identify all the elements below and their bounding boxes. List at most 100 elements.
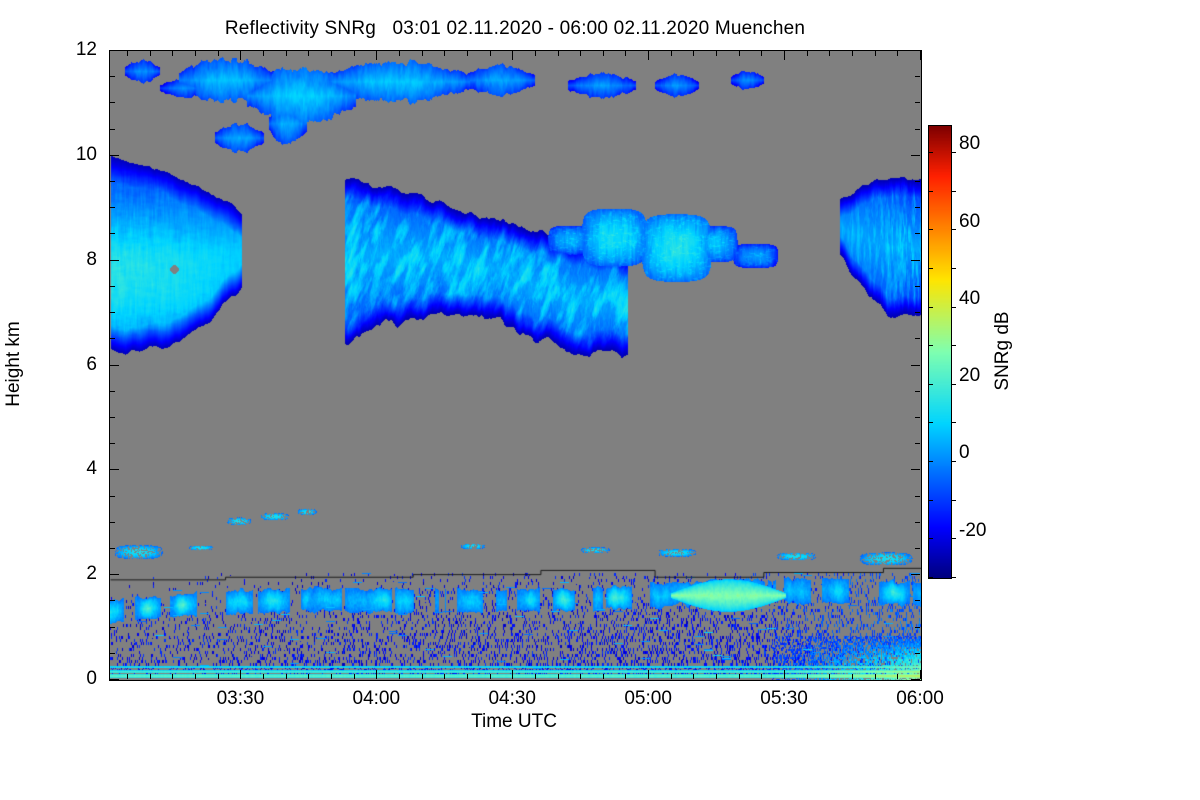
x-tick-minor-top [716, 51, 718, 56]
x-tick-minor [557, 674, 559, 679]
colorbar-tick-label: 0 [959, 442, 970, 464]
x-tick-minor [398, 674, 400, 679]
y-tick-minor-right [915, 233, 920, 235]
colorbar-gradient [929, 126, 951, 578]
y-tick-major-right [911, 259, 920, 261]
y-tick-minor [110, 600, 115, 602]
plot-area [109, 50, 922, 681]
colorbar-tick [951, 190, 956, 192]
y-tick-minor-right [915, 416, 920, 418]
x-tick-minor [874, 674, 876, 679]
y-axis-tick-label: 6 [86, 353, 97, 375]
colorbar-tick [951, 461, 956, 463]
y-tick-minor-right [915, 102, 920, 104]
x-tick-major-top [512, 51, 514, 60]
colorbar-tick [951, 499, 956, 501]
x-tick-major-top [648, 51, 650, 60]
x-tick-minor [195, 674, 197, 679]
colorbar-tick [951, 267, 956, 269]
x-tick-minor [330, 674, 332, 679]
y-tick-major-right [911, 679, 920, 680]
x-axis-tick-label: 05:30 [760, 688, 808, 709]
y-tick-minor-right [915, 312, 920, 314]
y-tick-minor [110, 207, 115, 209]
colorbar-tick [951, 152, 956, 154]
x-tick-minor-top [195, 51, 197, 56]
colorbar-tick-left [929, 306, 933, 308]
x-tick-minor [716, 674, 718, 679]
y-tick-minor [110, 285, 115, 287]
y-tick-major [110, 364, 119, 366]
y-tick-minor [110, 547, 115, 549]
y-axis-tick-label: 0 [86, 668, 97, 689]
y-tick-major-right [911, 154, 920, 156]
y-tick-minor-right [915, 495, 920, 497]
x-axis-tick-label: 06:00 [896, 688, 944, 709]
y-tick-major [110, 50, 119, 51]
x-tick-minor [534, 674, 536, 679]
y-tick-minor-right [915, 207, 920, 209]
x-tick-minor [693, 674, 695, 679]
x-tick-minor [353, 674, 355, 679]
x-tick-minor [852, 674, 854, 679]
y-tick-minor [110, 76, 115, 78]
x-tick-minor-top [738, 51, 740, 56]
y-tick-minor-right [915, 443, 920, 445]
y-tick-minor-right [915, 181, 920, 183]
y-tick-major [110, 259, 119, 261]
colorbar-title: SNRg dB [992, 311, 1013, 391]
colorbar-tick-label: 20 [959, 365, 981, 387]
y-tick-major-right [911, 469, 920, 471]
x-tick-major-top [376, 51, 378, 60]
x-tick-minor [670, 674, 672, 679]
y-tick-major-right [911, 364, 920, 366]
colorbar-tick [951, 383, 956, 385]
x-tick-minor [217, 674, 219, 679]
colorbar-tick-left [929, 422, 933, 424]
y-axis-tick-label: 2 [86, 563, 97, 585]
y-tick-major-right [911, 50, 920, 51]
x-axis-tick-label: 05:00 [624, 688, 672, 709]
x-axis-tick-label: 04:00 [352, 688, 401, 709]
x-axis-tick-label: 04:30 [488, 688, 536, 709]
colorbar [928, 125, 952, 579]
x-tick-minor [829, 674, 831, 679]
x-tick-major [784, 670, 786, 679]
y-tick-minor-right [915, 285, 920, 287]
x-tick-minor-top [421, 51, 423, 56]
colorbar-tick-left [929, 383, 933, 385]
y-tick-major [110, 469, 119, 471]
y-tick-minor [110, 652, 115, 654]
colorbar-tick-left [929, 345, 933, 347]
x-tick-minor [172, 674, 174, 679]
y-tick-major [110, 574, 119, 576]
x-tick-minor-top [580, 51, 582, 56]
x-tick-major-top [784, 51, 786, 60]
x-tick-minor-top [806, 51, 808, 56]
x-tick-minor-top [330, 51, 332, 56]
x-tick-minor-top [466, 51, 468, 56]
x-tick-minor-top [602, 51, 604, 56]
y-axis-tick-label: 4 [86, 458, 97, 480]
x-tick-minor-top [444, 51, 446, 56]
x-tick-minor-top [897, 51, 899, 56]
x-tick-major-top [240, 51, 242, 60]
x-tick-minor-top [625, 51, 627, 56]
y-axis-tick-label: 12 [75, 39, 97, 60]
y-tick-minor [110, 181, 115, 183]
x-tick-major [648, 670, 650, 679]
colorbar-tick [951, 229, 956, 231]
x-tick-minor-top [761, 51, 763, 56]
x-tick-minor-top [829, 51, 831, 56]
x-tick-minor [149, 674, 151, 679]
x-tick-minor-top [693, 51, 695, 56]
x-tick-minor-top [489, 51, 491, 56]
y-tick-minor-right [915, 652, 920, 654]
colorbar-tick-left [929, 538, 933, 540]
y-tick-minor-right [915, 521, 920, 523]
colorbar-tick-left [929, 267, 933, 269]
y-tick-minor-right [915, 600, 920, 602]
x-tick-minor [421, 674, 423, 679]
colorbar-tick-left [929, 577, 933, 578]
